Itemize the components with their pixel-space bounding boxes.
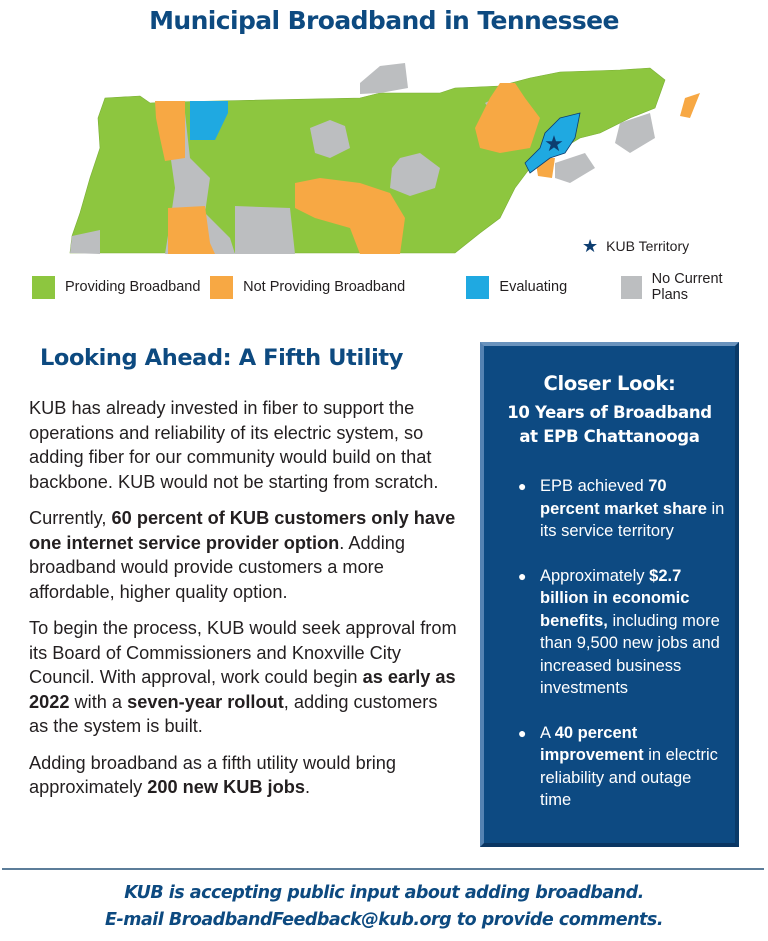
article-body: KUB has already invested in fiber to sup…: [29, 396, 459, 812]
map-region-no-plans: [310, 120, 350, 158]
star-icon: ★: [582, 236, 599, 256]
bullet-icon: ●: [518, 724, 527, 741]
closer-look-callout: Closer Look: 10 Years of Broadband at EP…: [480, 342, 739, 847]
map-legend: Providing Broadband Not Providing Broadb…: [32, 271, 752, 303]
orange-swatch-icon: [210, 275, 234, 299]
section-heading: Looking Ahead: A Fifth Utility: [40, 345, 404, 371]
page-title: Municipal Broadband in Tennessee: [149, 6, 619, 35]
map-region-evaluating: [524, 112, 581, 174]
kub-territory-star-icon: ★: [544, 131, 564, 156]
legend-label: Not Providing Broadband: [243, 279, 406, 295]
map-region-no-plans: [235, 206, 295, 254]
kub-territory-label: KUB Territory: [606, 238, 690, 254]
paragraph: Adding broadband as a fifth utility woul…: [29, 752, 397, 798]
kub-territory-legend: ★ KUB Territory: [582, 237, 689, 255]
blue-swatch-icon: [466, 275, 490, 299]
paragraph: Currently, 60 percent of KUB customers o…: [29, 508, 456, 602]
callout-title: Closer Look:: [543, 372, 676, 395]
map-region-not-providing: [168, 206, 215, 254]
callout-list: ● EPB achieved 70 percent market share in…: [484, 475, 735, 812]
paragraph: To begin the process, KUB would seek app…: [29, 618, 457, 736]
callout-subtitle-line: 10 Years of Broadband: [507, 403, 712, 422]
legend-item-providing: Providing Broadband: [32, 275, 210, 299]
callout-subtitle-line: at EPB Chattanooga: [519, 427, 700, 446]
footer-divider: [2, 868, 764, 870]
legend-item-no-plans: No Current Plans: [620, 271, 752, 303]
callout-list-item: ● A 40 percent improvement in electric re…: [518, 722, 725, 812]
callout-item-text: A 40 percent improvement in electric rel…: [540, 723, 718, 810]
legend-item-evaluating: Evaluating: [466, 275, 621, 299]
map-region-not-providing: [475, 83, 540, 153]
callout-subtitle: 10 Years of Broadband at EPB Chattanooga: [484, 401, 735, 449]
footer-callout: KUB is accepting public input about addi…: [0, 880, 768, 934]
callout-list-item: ● EPB achieved 70 percent market share in…: [518, 475, 725, 543]
paragraph: KUB has already invested in fiber to sup…: [29, 398, 439, 492]
gray-swatch-icon: [620, 275, 642, 299]
callout-item-text: EPB achieved 70 percent market share in …: [540, 477, 725, 540]
legend-label: Providing Broadband: [65, 279, 201, 295]
legend-item-not-providing: Not Providing Broadband: [210, 275, 466, 299]
map-region-evaluating: [190, 101, 228, 140]
legend-label: Evaluating: [499, 279, 568, 295]
map-region-not-providing: [295, 178, 405, 254]
map-region-no-plans: [390, 153, 440, 196]
map-region-no-plans: [360, 63, 408, 94]
map-region-not-providing: [155, 101, 185, 161]
map-region-no-plans: [70, 230, 100, 254]
callout-list-item: ● Approximately $2.7 billion in economic …: [518, 565, 725, 700]
footer-line: E-mail BroadbandFeedback@kub.org to prov…: [105, 910, 663, 930]
green-swatch-icon: [32, 275, 55, 299]
bullet-icon: ●: [518, 478, 527, 494]
map-region-no-plans: [615, 113, 655, 153]
footer-line: KUB is accepting public input about addi…: [124, 883, 644, 903]
callout-item-text: Approximately $2.7 billion in economic b…: [540, 566, 720, 698]
bullet-icon: ●: [518, 567, 527, 584]
tennessee-broadband-map: ★: [69, 63, 700, 254]
legend-label: No Current Plans: [651, 271, 723, 303]
map-region-not-providing: [680, 93, 700, 118]
map-region-no-plans: [555, 153, 595, 183]
